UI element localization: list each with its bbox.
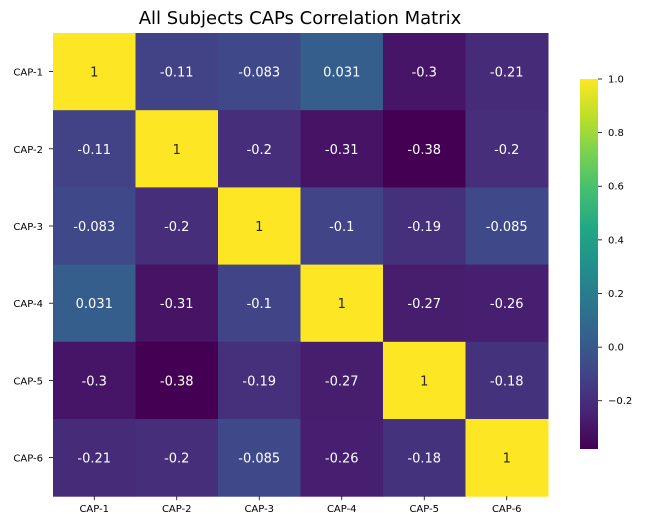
y-tick-label: CAP-1 bbox=[13, 68, 43, 79]
heatmap-cell bbox=[300, 110, 384, 188]
cell-value-label: -0.31 bbox=[325, 143, 359, 158]
y-axis-ticks: CAP-1 CAP-2 CAP-3 CAP-4 CAP-5 CAP-6 bbox=[13, 68, 53, 465]
y-tick-label: CAP-6 bbox=[13, 454, 43, 465]
colorbar-tick-label: −0.2 bbox=[608, 396, 632, 407]
heatmap-cell bbox=[53, 419, 136, 497]
y-tick-label: CAP-3 bbox=[13, 222, 43, 233]
heatmap-cell bbox=[135, 264, 219, 343]
colorbar bbox=[580, 79, 598, 449]
cell-value-label: -0.18 bbox=[490, 374, 524, 389]
x-tick-label: CAP-5 bbox=[409, 504, 439, 515]
heatmap-cell bbox=[53, 264, 136, 343]
heatmap-cell-labels: 1 -0.11 -0.083 0.031 -0.3 -0.21-0.11 1 -0.2 -0.3… bbox=[73, 66, 527, 467]
cell-value-label: -0.11 bbox=[77, 143, 111, 158]
heatmap-cell bbox=[53, 341, 136, 420]
cell-value-label: 1 bbox=[503, 452, 511, 467]
heatmap-cell bbox=[465, 110, 549, 188]
heatmap-cell bbox=[465, 341, 549, 420]
cell-value-label: -0.3 bbox=[82, 374, 107, 389]
cell-value-label: -0.1 bbox=[247, 297, 272, 312]
x-tick-label: CAP-1 bbox=[79, 504, 109, 515]
heatmap-cell bbox=[218, 33, 301, 111]
heatmap-cell bbox=[53, 187, 136, 266]
heatmap-cell bbox=[383, 419, 466, 497]
y-tick-label: CAP-5 bbox=[13, 376, 43, 387]
colorbar-tick-label: 0.6 bbox=[608, 182, 624, 193]
heatmap-cell bbox=[218, 264, 301, 343]
heatmap-cell bbox=[383, 110, 466, 188]
heatmap-cell bbox=[383, 187, 466, 266]
heatmap-cell bbox=[465, 419, 549, 497]
cell-value-label: -0.2 bbox=[164, 220, 189, 235]
heatmap-cell bbox=[300, 264, 384, 343]
heatmap-cell bbox=[53, 110, 136, 188]
cell-value-label: -0.2 bbox=[164, 452, 189, 467]
cell-value-label: -0.19 bbox=[242, 374, 276, 389]
heatmap-cell bbox=[218, 187, 301, 266]
cell-value-label: -0.26 bbox=[490, 297, 524, 312]
cell-value-label: -0.2 bbox=[494, 143, 519, 158]
heatmap-cell bbox=[300, 341, 384, 420]
heatmap-cells bbox=[53, 33, 549, 497]
colorbar-tick-label: 0.2 bbox=[608, 289, 624, 300]
heatmap-cell bbox=[383, 264, 466, 343]
y-tick-label: CAP-4 bbox=[13, 299, 43, 310]
cell-value-label: 1 bbox=[173, 143, 181, 158]
cell-value-label: -0.18 bbox=[407, 452, 441, 467]
cell-value-label: 1 bbox=[338, 297, 346, 312]
cell-value-label: -0.11 bbox=[160, 66, 194, 81]
heatmap-cell bbox=[53, 33, 136, 111]
cell-value-label: -0.085 bbox=[486, 220, 528, 235]
cell-value-label: -0.21 bbox=[77, 452, 111, 467]
cell-value-label: -0.2 bbox=[247, 143, 272, 158]
colorbar-tick-label: 1.0 bbox=[608, 75, 624, 86]
cell-value-label: -0.27 bbox=[325, 374, 359, 389]
heatmap-cell bbox=[135, 33, 219, 111]
colorbar-tick-label: 0.8 bbox=[608, 128, 624, 139]
x-tick-label: CAP-4 bbox=[327, 504, 357, 515]
cell-value-label: -0.083 bbox=[238, 66, 280, 81]
heatmap-cell bbox=[218, 341, 301, 420]
cell-value-label: -0.38 bbox=[160, 374, 194, 389]
cell-value-label: -0.085 bbox=[238, 452, 280, 467]
cell-value-label: 0.031 bbox=[76, 297, 113, 312]
cell-value-label: 1 bbox=[90, 66, 98, 81]
heatmap-cell bbox=[383, 341, 466, 420]
cell-value-label: -0.19 bbox=[407, 220, 441, 235]
cell-value-label: 1 bbox=[420, 374, 428, 389]
cell-value-label: -0.1 bbox=[329, 220, 354, 235]
cell-value-label: 1 bbox=[255, 220, 263, 235]
heatmap-cell bbox=[135, 187, 219, 266]
heatmap-cell bbox=[135, 419, 219, 497]
heatmap-cell bbox=[465, 187, 549, 266]
cell-value-label: 0.031 bbox=[323, 66, 360, 81]
x-tick-label: CAP-3 bbox=[244, 504, 274, 515]
cell-value-label: -0.3 bbox=[412, 66, 437, 81]
cell-value-label: -0.083 bbox=[73, 220, 115, 235]
cell-value-label: -0.31 bbox=[160, 297, 194, 312]
heatmap-cell bbox=[218, 110, 301, 188]
y-tick-label: CAP-2 bbox=[13, 145, 43, 156]
heatmap-cell bbox=[300, 187, 384, 266]
heatmap-cell bbox=[135, 341, 219, 420]
colorbar-ticks: 1.0 0.8 0.6 0.4 0.2 0.0 −0.2 bbox=[598, 75, 632, 407]
cell-value-label: -0.38 bbox=[407, 143, 441, 158]
cell-value-label: -0.26 bbox=[325, 452, 359, 467]
cell-value-label: -0.27 bbox=[407, 297, 441, 312]
x-tick-label: CAP-6 bbox=[492, 504, 522, 515]
colorbar-tick-label: 0.0 bbox=[608, 343, 624, 354]
heatmap-cell bbox=[383, 33, 466, 111]
cell-value-label: -0.21 bbox=[490, 66, 524, 81]
colorbar-tick-label: 0.4 bbox=[608, 235, 624, 246]
chart-title: All Subjects CAPs Correlation Matrix bbox=[139, 8, 462, 29]
x-axis-ticks: CAP-1 CAP-2 CAP-3 CAP-4 CAP-5 CAP-6 bbox=[79, 496, 522, 515]
heatmap-cell bbox=[465, 33, 549, 111]
heatmap-cell bbox=[135, 110, 219, 188]
heatmap-cell bbox=[300, 33, 384, 111]
heatmap-cell bbox=[300, 419, 384, 497]
heatmap-cell bbox=[218, 419, 301, 497]
heatmap-cell bbox=[465, 264, 549, 343]
x-tick-label: CAP-2 bbox=[162, 504, 192, 515]
